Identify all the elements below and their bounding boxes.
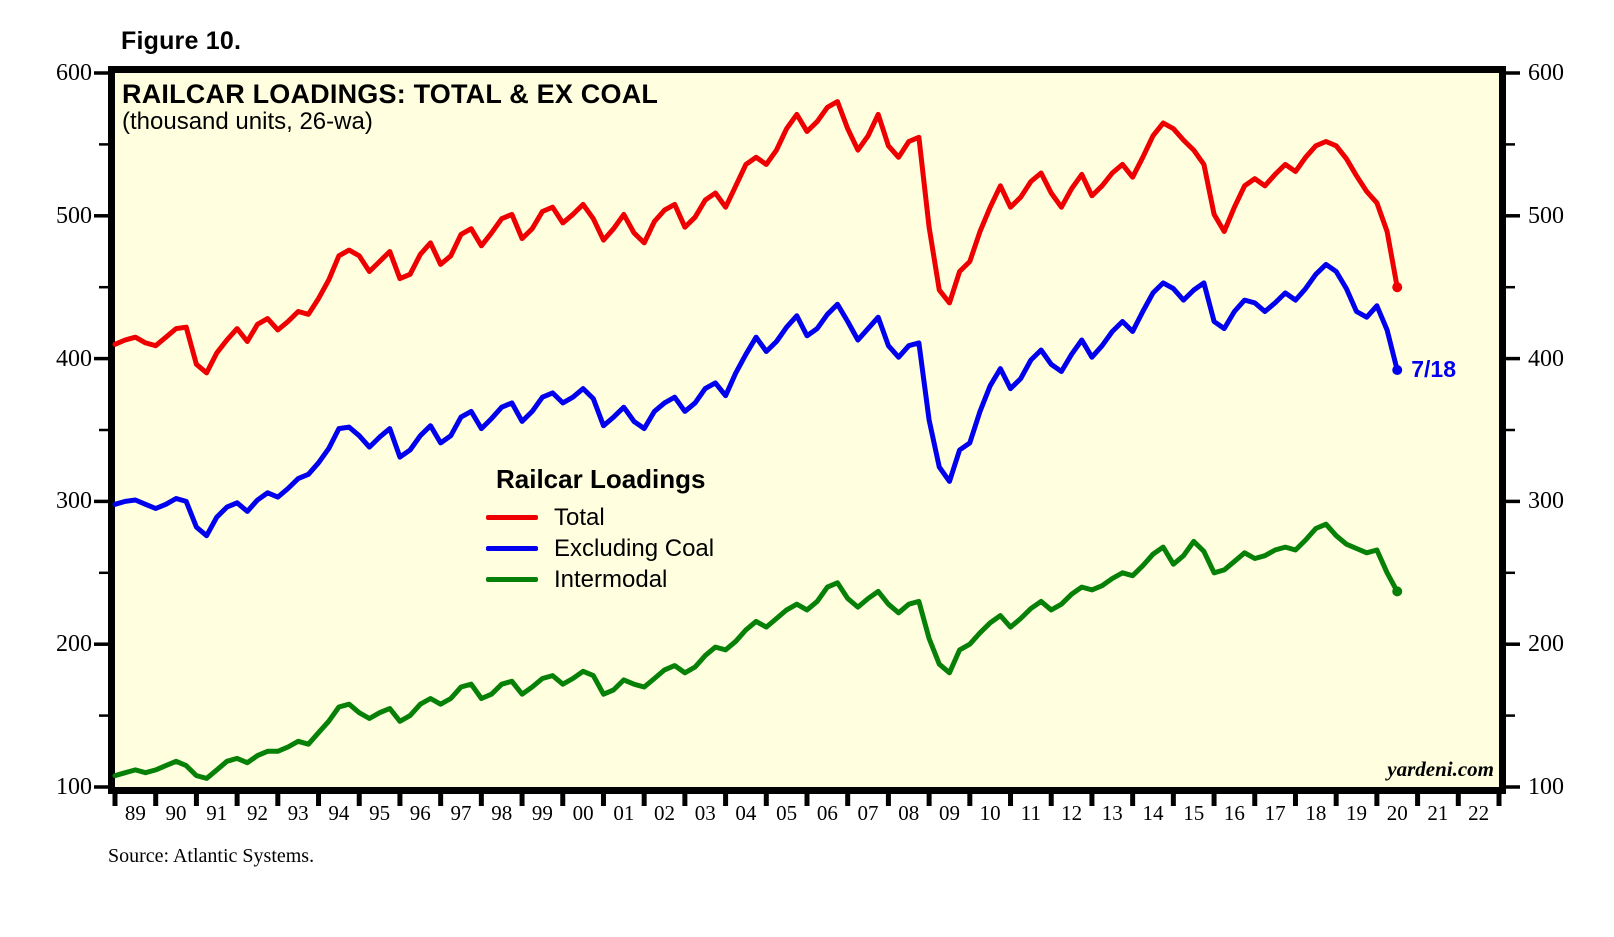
x-axis-label-06: 06 (816, 801, 838, 825)
series-endpoint-excluding-coal (1392, 365, 1403, 376)
y-axis-label-right-600: 600 (1528, 60, 1564, 86)
x-axis-label-14: 14 (1142, 801, 1164, 825)
legend-item-intermodal: Intermodal (486, 564, 714, 595)
x-axis-label-96: 96 (409, 801, 431, 825)
x-axis-label-99: 99 (531, 801, 553, 825)
x-axis-label-18: 18 (1305, 801, 1327, 825)
series-line-excluding-coal (112, 261, 1400, 539)
x-axis-label-89: 89 (124, 801, 146, 825)
x-axis-label-03: 03 (694, 801, 716, 825)
x-axis-label-22: 22 (1468, 801, 1490, 825)
latest-date-annotation: 7/18 (1411, 356, 1456, 383)
y-axis-label-left-100: 100 (56, 774, 92, 800)
legend-title: Railcar Loadings (496, 464, 706, 494)
x-axis-label-10: 10 (979, 801, 1001, 825)
y-axis-label-right-200: 200 (1528, 631, 1564, 658)
x-axis-label-21: 21 (1427, 801, 1449, 825)
excluding-coal-line-swatch-icon (486, 546, 538, 551)
total-line-swatch-icon (486, 515, 538, 520)
y-axis-label-left-600: 600 (56, 60, 92, 86)
chart-subtitle: (thousand units, 26-wa) (122, 108, 373, 135)
series-endpoint-intermodal (1392, 586, 1403, 597)
legend-item-excluding-coal: Excluding Coal (486, 533, 714, 564)
y-axis-label-left-200: 200 (56, 631, 92, 658)
x-axis-label-12: 12 (1061, 801, 1083, 825)
figure-label: Figure 10. (121, 27, 242, 55)
legend-label-excluding-coal: Excluding Coal (554, 534, 715, 562)
legend-item-total: Total (486, 502, 714, 533)
x-axis-label-90: 90 (165, 801, 187, 825)
x-axis-label-13: 13 (1101, 801, 1123, 825)
y-axis-label-right-400: 400 (1528, 345, 1564, 372)
x-axis-label-17: 17 (1264, 801, 1286, 825)
x-axis-label-04: 04 (735, 801, 757, 825)
series-endpoint-total (1392, 282, 1403, 293)
x-axis-label-15: 15 (1183, 801, 1205, 825)
y-axis-label-left-500: 500 (56, 202, 92, 229)
y-axis-label-right-500: 500 (1528, 202, 1564, 229)
x-axis-label-98: 98 (491, 801, 513, 825)
series-line-intermodal (112, 521, 1400, 781)
legend: Railcar Loadings Total Excluding Coal In… (486, 464, 714, 595)
y-axis-label-left-300: 300 (56, 488, 92, 515)
x-axis-label-08: 08 (898, 801, 920, 825)
source-note: Source: Atlantic Systems. (108, 845, 315, 867)
x-axis-label-20: 20 (1386, 801, 1408, 825)
x-axis-label-94: 94 (328, 801, 350, 825)
chart-title: RAILCAR LOADINGS: TOTAL & EX COAL (122, 79, 659, 109)
x-axis-label-97: 97 (450, 801, 472, 825)
x-axis-label-05: 05 (776, 801, 798, 825)
plot-frame (108, 66, 1506, 794)
x-axis-label-95: 95 (369, 801, 391, 825)
intermodal-line-swatch-icon (486, 577, 538, 582)
x-axis-label-09: 09 (938, 801, 960, 825)
yardeni-watermark: yardeni.com (1387, 757, 1494, 781)
y-axis-label-left-400: 400 (56, 345, 92, 372)
series-line-total (112, 99, 1400, 376)
x-axis-label-07: 07 (857, 801, 879, 825)
x-axis-label-92: 92 (246, 801, 268, 825)
x-axis-label-01: 01 (613, 801, 635, 825)
x-axis-label-02: 02 (654, 801, 676, 825)
legend-label-intermodal: Intermodal (554, 565, 668, 593)
x-axis-label-16: 16 (1223, 801, 1245, 825)
x-axis-label-93: 93 (287, 801, 309, 825)
x-axis-label-00: 00 (572, 801, 594, 825)
legend-label-total: Total (554, 503, 605, 531)
x-axis-label-19: 19 (1346, 801, 1368, 825)
x-axis-label-11: 11 (1020, 801, 1041, 825)
y-axis-label-right-300: 300 (1528, 488, 1564, 515)
y-axis-label-right-100: 100 (1528, 774, 1564, 800)
x-axis-label-91: 91 (206, 801, 228, 825)
